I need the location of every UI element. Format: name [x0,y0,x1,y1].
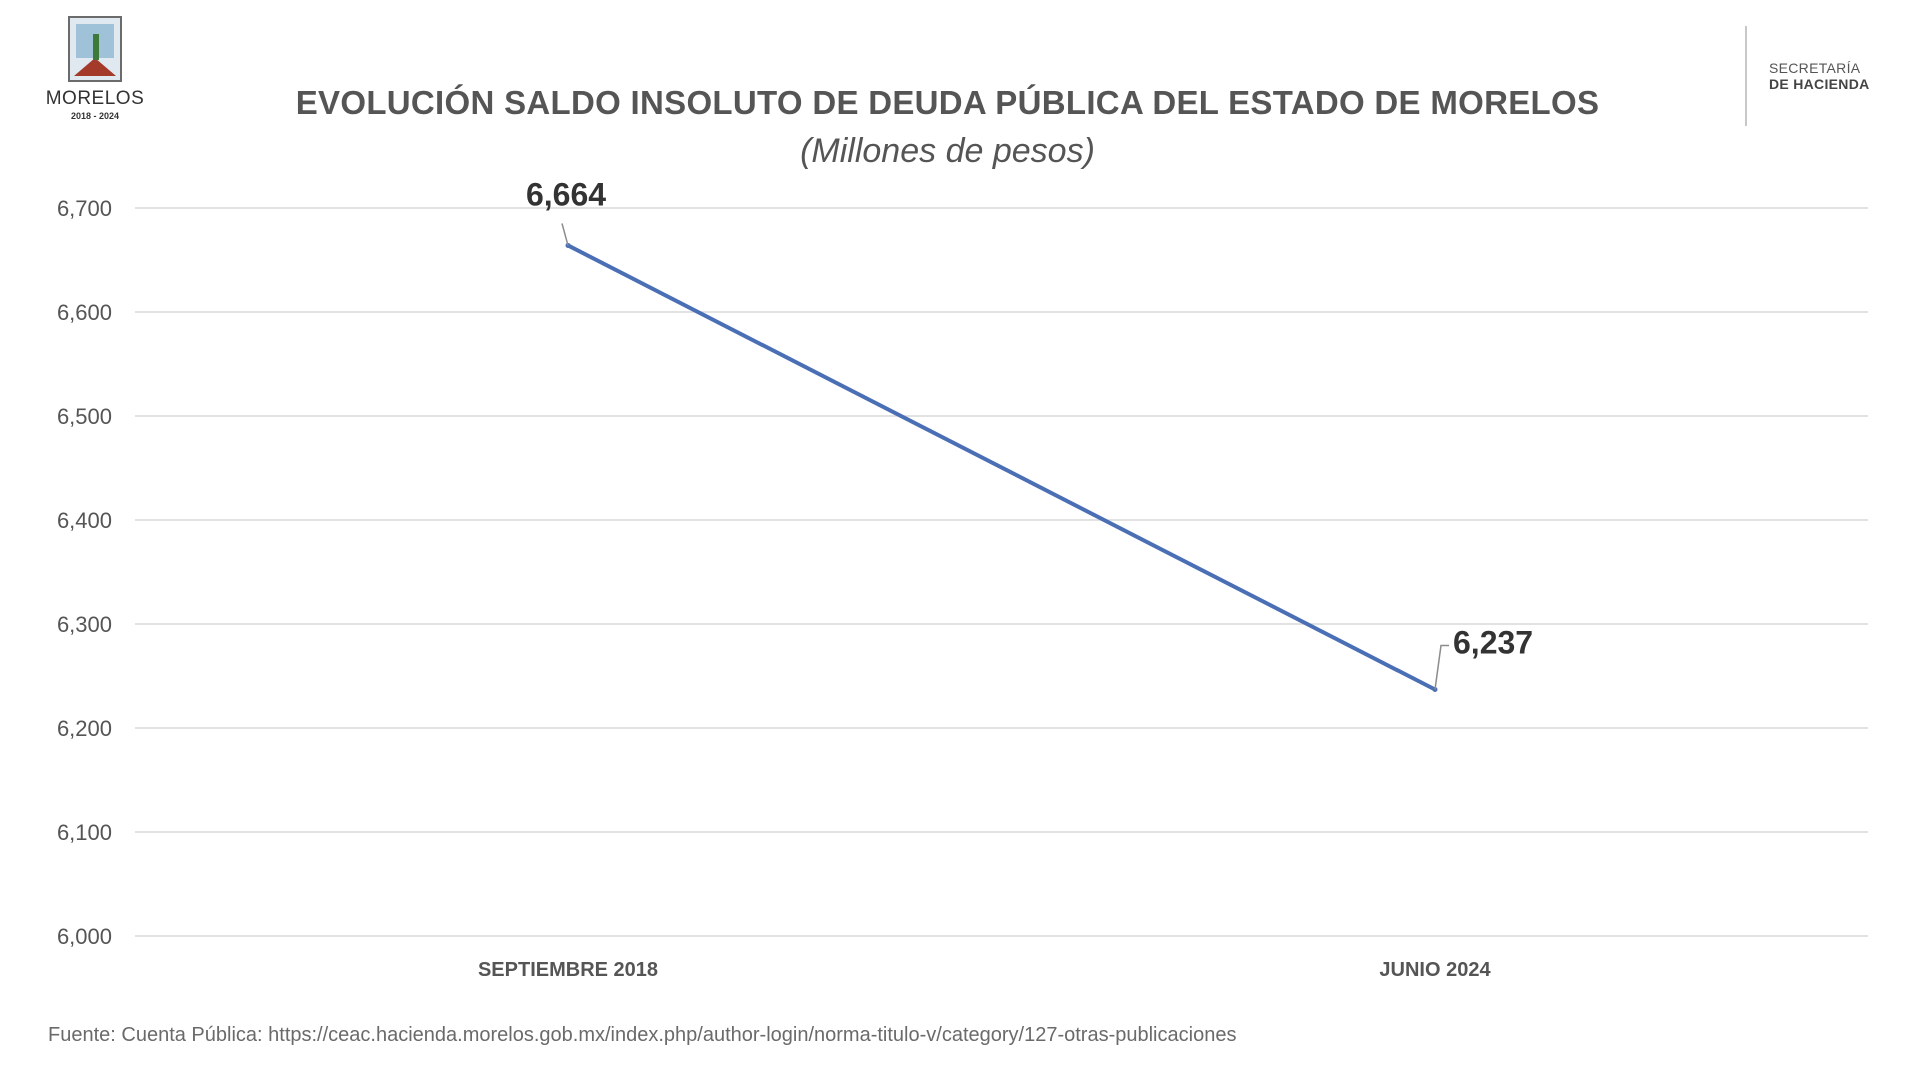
series-line [567,243,1436,692]
logo-years: 2018 - 2024 [70,111,120,121]
chart-subtitle: (Millones de pesos) [800,132,1095,170]
y-tick-label: 6,600 [57,300,112,325]
y-tick-label: 6,000 [57,924,112,949]
y-tick-label: 6,200 [57,716,112,741]
data-label: 6,237 [1453,625,1533,661]
logo-line-2: DE HACIENDA [1769,76,1870,92]
x-axis-ticks: SEPTIEMBRE 2018 JUNIO 2024 [478,959,1492,981]
source-note: Fuente: Cuenta Pública: https://ceac.hac… [48,1024,1237,1046]
y-tick-label: 6,400 [57,508,112,533]
logo-line-1: SECRETARÍA [1769,60,1861,76]
x-tick-label: JUNIO 2024 [1379,959,1491,981]
morelos-logo: MORELOS 2018 - 2024 [40,16,150,121]
x-tick-label: SEPTIEMBRE 2018 [478,959,658,981]
label-leader [561,223,569,246]
chart-title: EVOLUCIÓN SALDO INSOLUTO DE DEUDA PÚBLIC… [295,84,1600,121]
y-tick-label: 6,500 [57,404,112,429]
y-axis-ticks: 6,000 6,100 6,200 6,300 6,400 6,500 6,600 6,700 [57,196,112,949]
data-labels: 6,664 6,237 [526,176,1533,690]
label-leader [1434,644,1449,690]
y-tick-label: 6,300 [57,612,112,637]
data-label: 6,664 [526,176,606,212]
logo-name: MORELOS [45,88,145,109]
y-tick-label: 6,700 [57,196,112,221]
y-tick-label: 6,100 [57,820,112,845]
morelos-crest-icon [68,16,122,82]
secretaria-hacienda-logo: SECRETARÍA DE HACIENDA [1745,26,1870,126]
gridlines [135,207,1868,937]
